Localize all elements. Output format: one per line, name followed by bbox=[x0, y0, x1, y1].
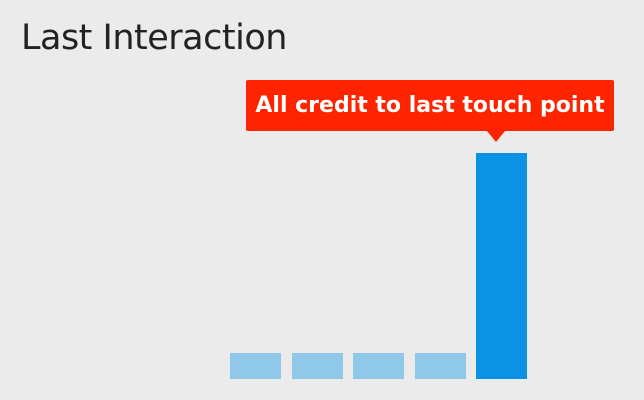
touch-point-bar bbox=[292, 353, 343, 379]
last-touch-bar bbox=[476, 153, 527, 379]
callout-tooltip: All credit to last touch point bbox=[246, 80, 614, 142]
touch-point-bar bbox=[415, 353, 466, 379]
callout-arrow bbox=[487, 131, 505, 142]
touch-point-bar bbox=[353, 353, 404, 379]
callout-text: All credit to last touch point bbox=[255, 93, 605, 118]
page-title: Last Interaction bbox=[21, 18, 287, 58]
touch-point-bars bbox=[230, 153, 527, 379]
touch-point-bar bbox=[230, 353, 281, 379]
